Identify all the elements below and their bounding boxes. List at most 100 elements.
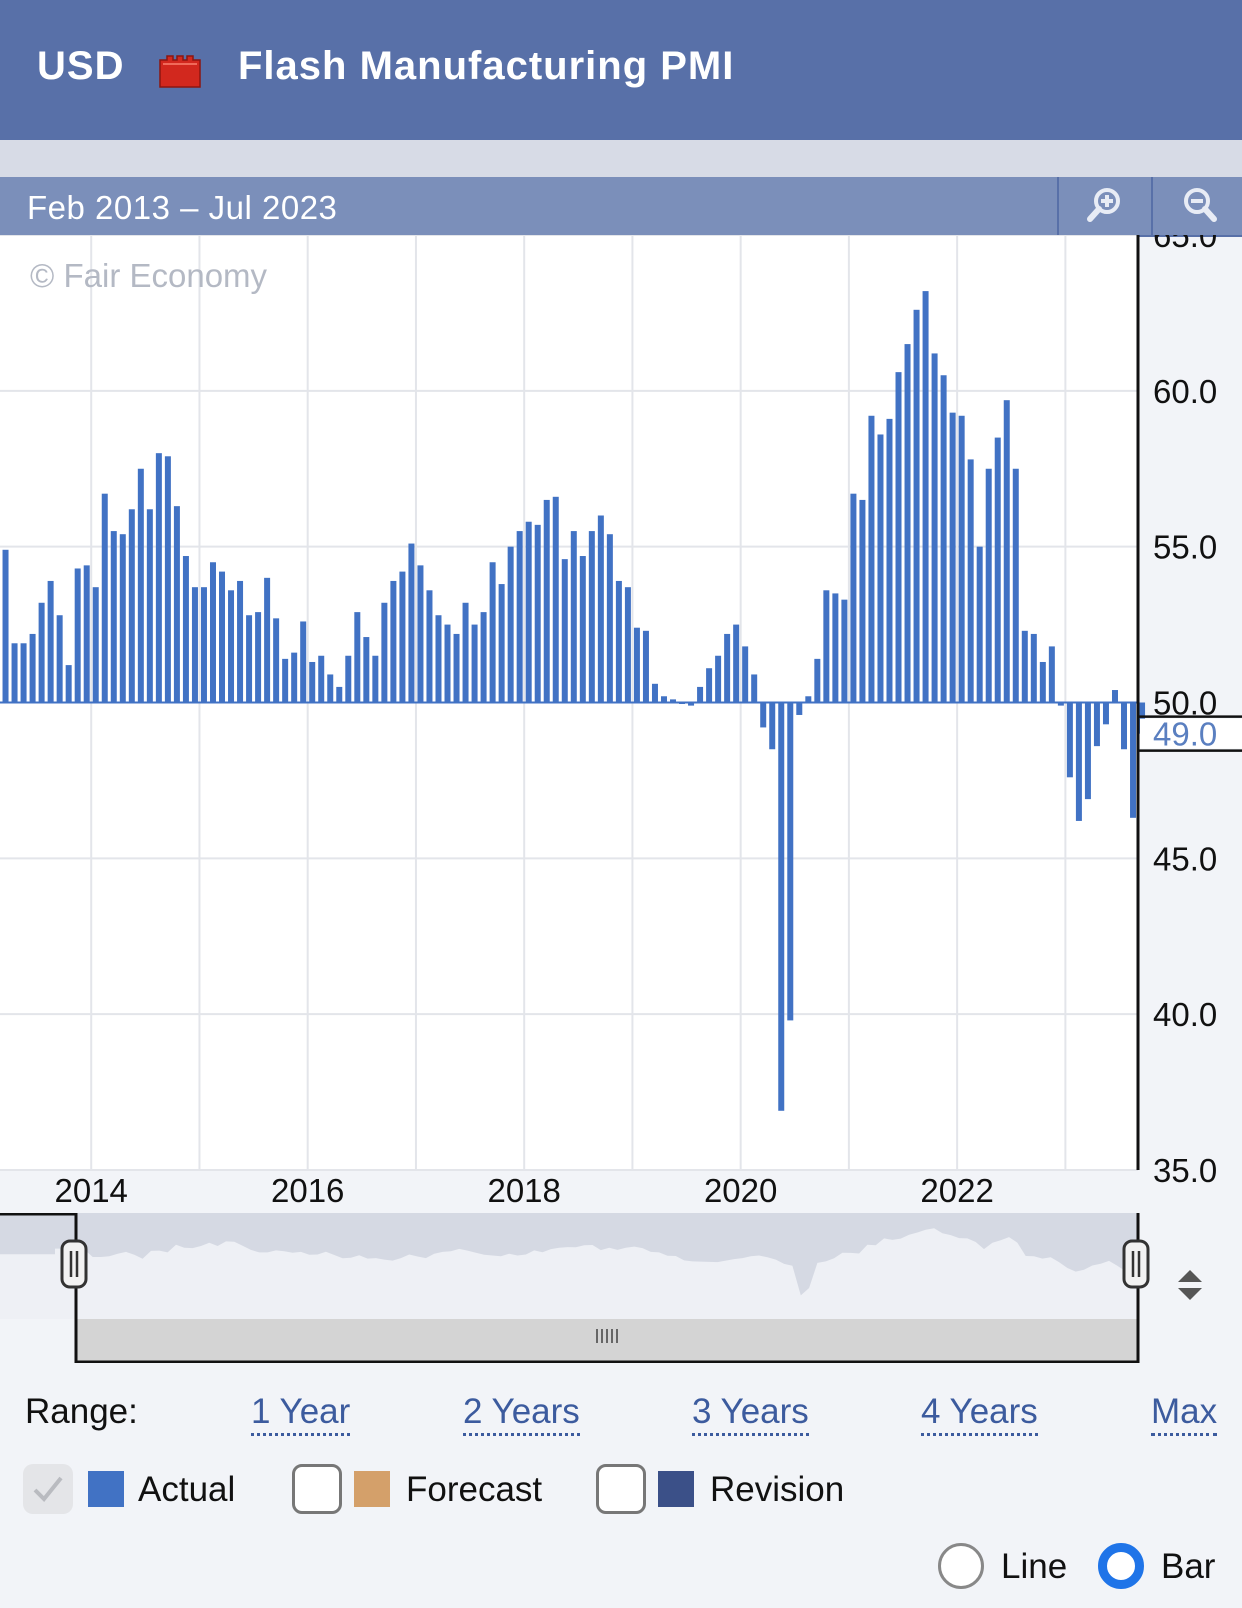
range-2-years[interactable]: 2 Years: [463, 1392, 580, 1436]
bar[interactable]: [29, 633, 36, 703]
bar[interactable]: [516, 531, 523, 703]
range-max[interactable]: Max: [1151, 1392, 1218, 1436]
range-4-years[interactable]: 4 Years: [921, 1392, 1038, 1436]
bar[interactable]: [1030, 633, 1037, 703]
bar[interactable]: [309, 661, 316, 703]
bar[interactable]: [561, 559, 568, 703]
bar[interactable]: [597, 515, 604, 703]
bar[interactable]: [345, 655, 352, 703]
bar[interactable]: [255, 612, 262, 703]
bar[interactable]: [688, 702, 695, 706]
bar[interactable]: [435, 615, 442, 703]
bar[interactable]: [1021, 630, 1028, 703]
bar[interactable]: [751, 674, 758, 703]
navigator-right-handle[interactable]: [1122, 1239, 1150, 1289]
bar[interactable]: [814, 658, 821, 703]
bar[interactable]: [1012, 468, 1019, 703]
bar[interactable]: [471, 624, 478, 703]
bar[interactable]: [191, 587, 198, 703]
bar[interactable]: [724, 633, 731, 703]
bar[interactable]: [173, 506, 180, 703]
bar[interactable]: [417, 565, 424, 703]
bar[interactable]: [697, 686, 704, 703]
bar[interactable]: [128, 509, 135, 703]
bar[interactable]: [119, 534, 126, 703]
bar[interactable]: [110, 531, 117, 703]
bar[interactable]: [182, 556, 189, 703]
bar[interactable]: [1102, 702, 1109, 725]
bar[interactable]: [877, 434, 884, 703]
bar[interactable]: [498, 584, 505, 703]
bar[interactable]: [137, 468, 144, 703]
bar[interactable]: [760, 702, 767, 728]
bar[interactable]: [832, 593, 839, 703]
bar[interactable]: [525, 521, 532, 703]
bar[interactable]: [633, 627, 640, 703]
bar[interactable]: [507, 546, 514, 703]
bar[interactable]: [670, 699, 677, 703]
bar[interactable]: [967, 459, 974, 703]
bar[interactable]: [11, 643, 18, 703]
bar[interactable]: [219, 571, 226, 703]
bar[interactable]: [805, 696, 812, 703]
forecast-checkbox[interactable]: [292, 1464, 342, 1514]
bar[interactable]: [895, 372, 902, 703]
revision-checkbox[interactable]: [596, 1464, 646, 1514]
bar[interactable]: [913, 309, 920, 703]
pmi-bar-chart[interactable]: © Fair Economy 35.0 40.0 45.0 50.0 55.0 60.0 6…: [0, 235, 1242, 1213]
bar[interactable]: [209, 562, 216, 703]
bar[interactable]: [264, 577, 271, 703]
bar[interactable]: [1003, 400, 1010, 703]
bar[interactable]: [38, 602, 45, 703]
bar[interactable]: [336, 686, 343, 703]
bar[interactable]: [1084, 702, 1091, 800]
bar[interactable]: [940, 375, 947, 703]
bar[interactable]: [543, 499, 550, 703]
bar[interactable]: [489, 562, 496, 703]
bar[interactable]: [318, 655, 325, 703]
bar[interactable]: [1039, 661, 1046, 703]
bar[interactable]: [922, 291, 929, 703]
bar[interactable]: [237, 580, 244, 703]
range-1-year[interactable]: 1 Year: [251, 1392, 351, 1436]
bar[interactable]: [426, 590, 433, 703]
bar[interactable]: [354, 612, 361, 703]
up-down-arrows-icon[interactable]: [1175, 1267, 1205, 1303]
bar[interactable]: [462, 602, 469, 703]
range-navigator[interactable]: [0, 1213, 1242, 1363]
bar[interactable]: [778, 702, 785, 1111]
bar[interactable]: [552, 496, 559, 703]
bar[interactable]: [642, 630, 649, 703]
bar[interactable]: [372, 655, 379, 703]
bar[interactable]: [958, 415, 965, 703]
zoom-in-button[interactable]: [1057, 177, 1151, 235]
bar[interactable]: [363, 637, 370, 703]
bar[interactable]: [796, 702, 803, 715]
bar[interactable]: [660, 696, 667, 703]
bar[interactable]: [904, 344, 911, 703]
bar[interactable]: [327, 674, 334, 703]
bar[interactable]: [1130, 702, 1137, 818]
bar[interactable]: [155, 453, 162, 703]
bar[interactable]: [706, 668, 713, 703]
bar[interactable]: [444, 624, 451, 703]
bar[interactable]: [976, 546, 983, 703]
bar[interactable]: [769, 702, 776, 750]
bar[interactable]: [886, 418, 893, 703]
bar[interactable]: [985, 468, 992, 703]
bar[interactable]: [733, 624, 740, 703]
bar[interactable]: [164, 456, 171, 703]
bar[interactable]: [92, 587, 99, 703]
range-3-years[interactable]: 3 Years: [692, 1392, 809, 1436]
bar[interactable]: [868, 415, 875, 703]
bar[interactable]: [246, 615, 253, 703]
bar[interactable]: [624, 587, 631, 703]
bar[interactable]: [56, 615, 63, 703]
bar[interactable]: [949, 412, 956, 703]
bar[interactable]: [47, 580, 54, 703]
navigator-left-handle[interactable]: [60, 1239, 88, 1289]
bar[interactable]: [588, 531, 595, 703]
bar[interactable]: [615, 580, 622, 703]
bar[interactable]: [850, 493, 857, 703]
bar[interactable]: [570, 531, 577, 703]
